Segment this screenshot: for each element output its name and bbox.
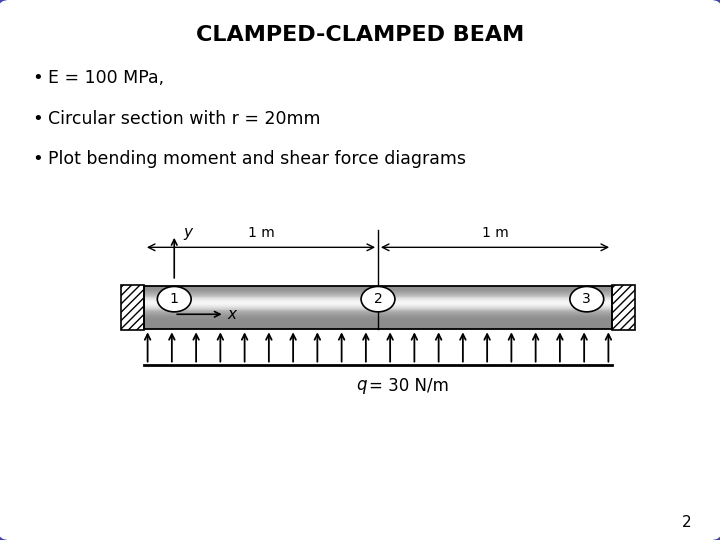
Bar (144, 308, 612, 309)
Polygon shape (612, 285, 635, 330)
Text: CLAMPED-CLAMPED BEAM: CLAMPED-CLAMPED BEAM (196, 25, 524, 45)
Bar (144, 328, 612, 329)
Bar (144, 321, 612, 322)
Bar (144, 299, 612, 300)
Bar (144, 289, 612, 291)
Circle shape (361, 286, 395, 312)
Text: Circular section with r = 20mm: Circular section with r = 20mm (48, 110, 320, 128)
Bar (144, 286, 612, 287)
Bar (144, 292, 612, 293)
Bar (144, 294, 612, 295)
Bar (144, 291, 612, 292)
Bar (144, 295, 612, 296)
Bar (144, 319, 612, 320)
Text: •: • (32, 69, 43, 87)
Text: 2: 2 (374, 292, 382, 306)
Bar (144, 288, 612, 289)
Text: Plot bending moment and shear force diagrams: Plot bending moment and shear force diag… (48, 150, 467, 168)
Polygon shape (121, 285, 144, 330)
Bar (144, 301, 612, 302)
Bar (144, 307, 612, 308)
Bar (144, 314, 612, 315)
Bar (144, 318, 612, 319)
Text: •: • (32, 150, 43, 168)
Bar (144, 315, 612, 316)
Text: = 30 N/m: = 30 N/m (369, 376, 449, 394)
Bar (144, 311, 612, 312)
Bar (144, 298, 612, 299)
Text: 1: 1 (170, 292, 179, 306)
Bar (144, 306, 612, 307)
Bar (144, 302, 612, 303)
Bar (144, 323, 612, 324)
Bar (144, 316, 612, 318)
Bar (144, 325, 612, 326)
Text: y: y (183, 225, 192, 240)
Text: 1 m: 1 m (482, 226, 508, 240)
Bar (144, 313, 612, 314)
Text: •: • (32, 110, 43, 128)
Circle shape (158, 286, 192, 312)
Bar (144, 324, 612, 325)
Text: 2: 2 (682, 515, 691, 530)
Bar (144, 312, 612, 313)
Bar (144, 320, 612, 321)
Circle shape (570, 286, 603, 312)
Bar (144, 326, 612, 327)
Bar (144, 327, 612, 328)
Bar (144, 309, 612, 310)
Text: 1 m: 1 m (248, 226, 274, 240)
Bar (144, 287, 612, 288)
Bar (144, 300, 612, 301)
Text: E = 100 MPa,: E = 100 MPa, (48, 69, 164, 87)
Bar (144, 296, 612, 298)
Text: 3: 3 (582, 292, 591, 306)
Bar (144, 310, 612, 311)
Bar (144, 305, 612, 306)
Text: q: q (356, 376, 367, 394)
Bar (144, 293, 612, 294)
Text: x: x (228, 307, 236, 322)
Bar (144, 303, 612, 305)
Bar (144, 322, 612, 323)
